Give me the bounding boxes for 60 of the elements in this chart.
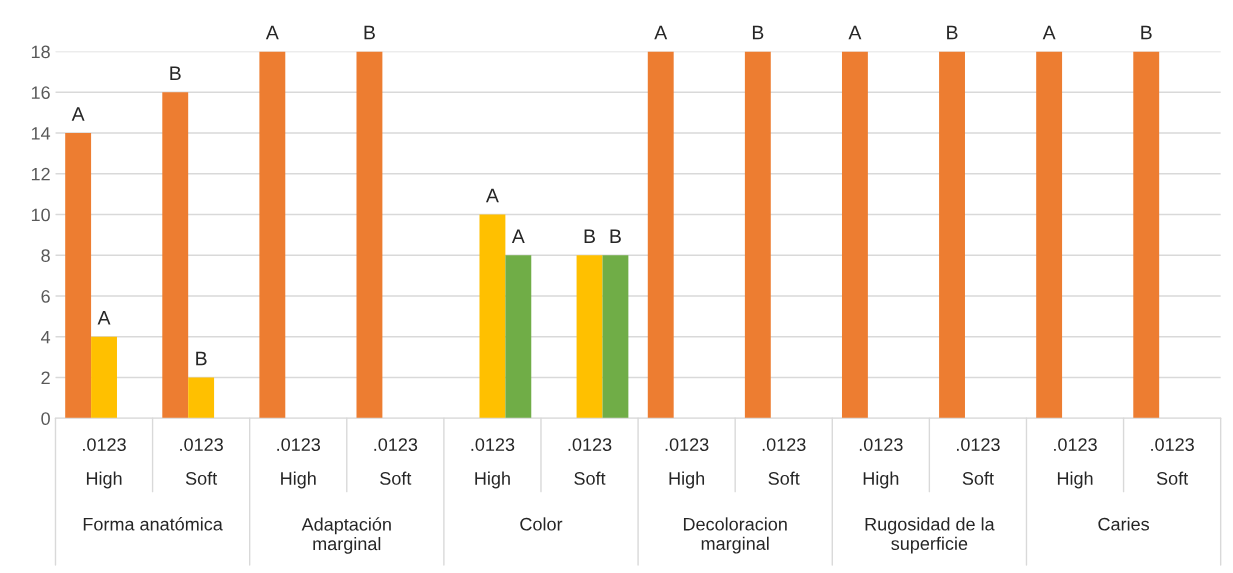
bar [576, 255, 603, 419]
bar [188, 377, 215, 419]
y-tick-label: 16 [31, 86, 50, 100]
text: Caries [1098, 517, 1150, 531]
bar [939, 51, 965, 419]
y-tick-label: 2 [41, 371, 50, 385]
bar [841, 51, 868, 419]
data-label: B [752, 25, 764, 40]
data-label: B [1141, 25, 1152, 40]
y-tick-label: 0 [41, 412, 50, 426]
bar [479, 214, 506, 419]
bar [602, 255, 629, 419]
text: Decoloracion marginal [683, 517, 787, 554]
data-label: A [654, 25, 668, 40]
bar [91, 336, 117, 419]
x-tick-label: .0123 Soft [374, 438, 418, 485]
bar [65, 133, 92, 419]
x-tick-label: .0123 High [471, 438, 515, 489]
y-tick-label: 8 [41, 249, 50, 263]
y-tick-label: 14 [31, 127, 51, 140]
x-tick-label: .0123 High [665, 438, 709, 489]
x-tick-label: .0123 Soft [180, 438, 223, 485]
x-tick-label: .0123 Soft [568, 438, 612, 485]
data-label: B [584, 229, 595, 243]
data-label: B [947, 25, 958, 40]
text: Forma anatómica [83, 517, 223, 531]
bar [1133, 51, 1160, 419]
data-label: A [511, 229, 525, 243]
text: Color [520, 517, 563, 531]
text: Adaptación marginal [301, 517, 391, 554]
data-label: A [97, 311, 111, 325]
bar [162, 92, 189, 419]
bar [356, 51, 383, 419]
data-label: A [71, 107, 85, 121]
bar [647, 51, 674, 419]
data-label: A [265, 25, 279, 40]
y-tick-label: 10 [31, 208, 50, 222]
bar [744, 51, 771, 419]
y-tick-label: 4 [41, 330, 51, 344]
x-tick-label: .0123 High [859, 438, 903, 489]
x-tick-label: .0123 Soft [762, 438, 806, 485]
data-label: A [848, 25, 862, 40]
data-label: B [610, 229, 621, 243]
data-label: A [485, 188, 499, 203]
x-tick-label: .0123 Soft [956, 438, 1000, 485]
x-tick-label: .0123 High [277, 438, 321, 489]
bar [1036, 51, 1063, 419]
data-label: B [170, 66, 181, 80]
data-label: B [364, 25, 375, 40]
bar [505, 255, 532, 419]
bar [259, 51, 286, 419]
data-label: B [196, 351, 207, 366]
text: Rugosidad de la superficie [865, 517, 995, 554]
x-tick-label: .0123 Soft [1151, 438, 1194, 485]
y-tick-label: 18 [31, 45, 50, 59]
y-tick-label: 6 [41, 289, 50, 303]
y-tick-label: 12 [31, 167, 50, 181]
x-tick-label: .0123 High [1054, 438, 1097, 489]
x-tick-label: .0123 High [83, 438, 126, 489]
data-label: A [1042, 25, 1056, 40]
